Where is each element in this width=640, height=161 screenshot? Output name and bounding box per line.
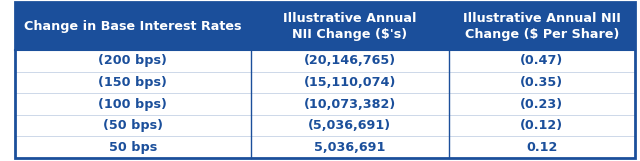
Text: Illustrative Annual NII
Change ($ Per Share): Illustrative Annual NII Change ($ Per Sh…: [463, 12, 621, 41]
Bar: [251, 2, 449, 50]
Text: (150 bps): (150 bps): [99, 76, 167, 89]
Text: Change in Base Interest Rates: Change in Base Interest Rates: [24, 20, 242, 33]
Text: (100 bps): (100 bps): [99, 98, 167, 111]
Text: (15,110,074): (15,110,074): [303, 76, 396, 89]
Text: 50 bps: 50 bps: [109, 141, 157, 154]
Text: Illustrative Annual
NII Change ($'s): Illustrative Annual NII Change ($'s): [283, 12, 417, 41]
Bar: [449, 2, 635, 50]
Bar: [15, 115, 251, 136]
Text: (0.23): (0.23): [520, 98, 563, 111]
Bar: [449, 136, 635, 158]
Bar: [449, 115, 635, 136]
Text: 0.12: 0.12: [526, 141, 557, 154]
Bar: [15, 136, 251, 158]
Text: (10,073,382): (10,073,382): [303, 98, 396, 111]
Text: 5,036,691: 5,036,691: [314, 141, 385, 154]
Text: (20,146,765): (20,146,765): [304, 54, 396, 67]
Bar: [15, 93, 251, 115]
Text: (0.35): (0.35): [520, 76, 563, 89]
Text: (5,036,691): (5,036,691): [308, 119, 391, 132]
Bar: [251, 93, 449, 115]
Bar: [251, 115, 449, 136]
Bar: [15, 50, 251, 72]
Text: (200 bps): (200 bps): [99, 54, 167, 67]
Bar: [449, 72, 635, 93]
Bar: [449, 93, 635, 115]
Text: (0.12): (0.12): [520, 119, 563, 132]
Text: (0.47): (0.47): [520, 54, 563, 67]
Bar: [15, 2, 251, 50]
Text: (50 bps): (50 bps): [103, 119, 163, 132]
Bar: [15, 72, 251, 93]
Bar: [449, 50, 635, 72]
Bar: [251, 72, 449, 93]
Bar: [251, 50, 449, 72]
Bar: [251, 136, 449, 158]
